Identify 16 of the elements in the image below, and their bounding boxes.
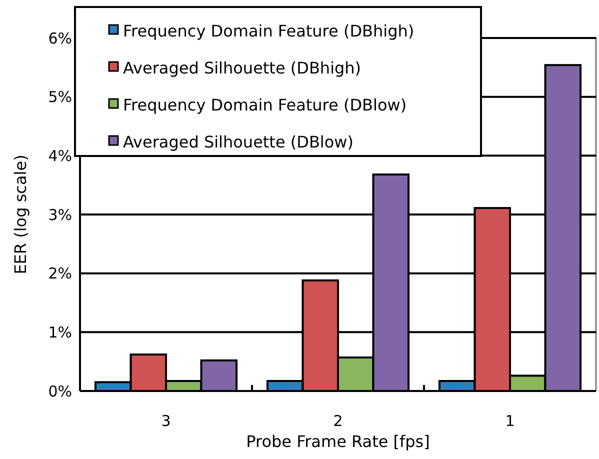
x-tick-label: 1	[505, 412, 515, 430]
x-tick-label: 2	[333, 412, 343, 430]
y-axis-title: EER (log scale)	[11, 154, 30, 274]
y-tick-label: 4%	[48, 146, 72, 165]
legend-label: Averaged Silhouette (DBlow)	[123, 132, 354, 152]
y-tick-label: 5%	[48, 88, 72, 106]
x-tick-label: 3	[161, 412, 171, 430]
y-tick-label: 1%	[48, 323, 72, 342]
legend-label: Frequency Domain Feature (DBhigh)	[123, 22, 414, 41]
y-tick-label: 3%	[48, 206, 72, 224]
y-tick-label: 6%	[48, 29, 72, 48]
legend-label: Frequency Domain Feature (DBlow)	[123, 96, 407, 115]
y-tick-label: 0%	[48, 382, 72, 400]
x-axis-title: Probe Frame Rate [fps]	[246, 432, 430, 451]
y-tick-label: 2%	[48, 264, 72, 283]
legend-label: Averaged Silhouette (DBhigh)	[123, 58, 362, 78]
